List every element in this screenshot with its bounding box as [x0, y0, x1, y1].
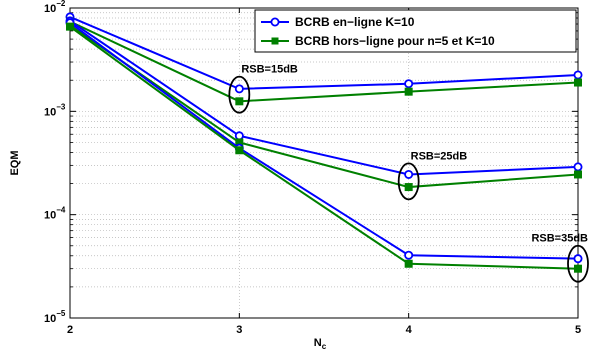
grid [69, 8, 579, 319]
y-tick-label: 10−5 [44, 309, 66, 325]
legend: BCRB en−ligne K=10 BCRB hors−ligne pour n… [254, 9, 577, 53]
series-line [69, 20, 579, 103]
x-axis-label: Nc [314, 337, 327, 351]
annotation-label: RSB=35dB [531, 233, 588, 245]
series-point [574, 264, 582, 273]
y-tick-exp: −3 [56, 102, 66, 111]
y-tick-base: 10 [44, 313, 56, 325]
y-tick-label: 10−2 [44, 0, 66, 15]
y-tick-label: 10−3 [44, 102, 66, 118]
annotations: RSB=15dB RSB=25dB RSB=35dB [228, 64, 589, 283]
y-tick-exp: −5 [56, 309, 66, 318]
legend-box [254, 9, 577, 53]
series-line [69, 24, 579, 189]
series-point [404, 259, 413, 268]
series-point [404, 87, 413, 96]
annotation-ellipse [397, 162, 420, 201]
x-tick-label: 2 [67, 324, 73, 336]
x-tick-label: 3 [236, 324, 242, 336]
legend-swatch-marker [271, 37, 279, 45]
series-point [235, 97, 244, 106]
series-point [234, 131, 244, 141]
legend-entry-label: BCRB en−ligne K=10 [295, 15, 415, 29]
x-tick-label: 5 [575, 324, 581, 336]
series-point [404, 183, 413, 192]
series-point [66, 22, 74, 31]
y-tick-exp: −4 [56, 206, 66, 215]
y-axis-label: EQM [9, 150, 21, 175]
x-axis-label-main: N [314, 337, 322, 349]
y-tick-exp: −2 [56, 0, 66, 8]
annotation-label: RSB=25dB [411, 150, 468, 162]
series-point [404, 79, 414, 89]
x-axis-label-sub: c [322, 342, 327, 351]
legend-swatch-marker [270, 17, 280, 27]
series-line [69, 20, 579, 176]
series-group [65, 12, 583, 273]
y-tick-base: 10 [44, 106, 56, 118]
series-point [404, 250, 414, 260]
series-point [573, 162, 583, 172]
series-point [573, 70, 583, 80]
series-point [234, 84, 244, 94]
annotation-label: RSB=15dB [241, 64, 298, 76]
series-point [573, 254, 583, 264]
series-line [69, 15, 579, 90]
annotation-ellipse [228, 75, 251, 114]
plot-frame [69, 7, 579, 319]
series-point [574, 78, 582, 87]
annotation-ellipse [567, 244, 589, 283]
series-line [69, 25, 579, 270]
series-line [69, 21, 579, 260]
series-point [574, 170, 582, 179]
y-tick-base: 10 [44, 3, 56, 15]
series-point [404, 169, 414, 179]
y-tick-base: 10 [44, 210, 56, 222]
series-point [235, 146, 244, 155]
x-tick-label: 4 [406, 324, 413, 336]
legend-entry-label: BCRB hors−ligne pour n=5 et K=10 [295, 34, 495, 48]
y-tick-label: 10−4 [44, 206, 66, 222]
axis-ticks: 2 3 4 510−510−410−310−2 [44, 0, 581, 336]
